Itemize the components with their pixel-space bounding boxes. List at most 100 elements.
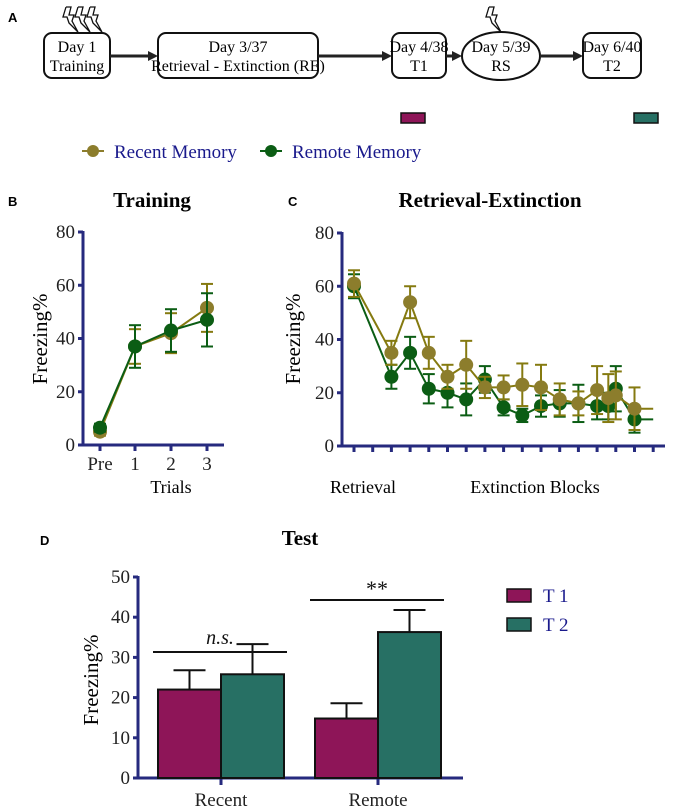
- recent-point: [440, 369, 455, 384]
- bar-t1-recent: [157, 688, 222, 779]
- retrieval-label: Retrieval: [330, 477, 396, 497]
- timeline-step-day: Day 4/38: [389, 39, 448, 56]
- recent-point: [347, 276, 361, 291]
- recent-point: [477, 380, 492, 395]
- test-chart: 0 10 20 30 40 50 Recent Remote n.s. **: [111, 567, 463, 811]
- timeline-step-label: Retrieval - Extinction (RE): [151, 58, 325, 75]
- legend-recent-label: Recent Memory: [114, 142, 237, 163]
- legend-recent-marker: [87, 145, 99, 157]
- timeline-step-day: Day 6/40: [582, 39, 641, 56]
- y-tick-label: 10: [111, 728, 130, 749]
- significance-label: **: [366, 576, 388, 601]
- timeline-step-label: T1: [410, 58, 428, 75]
- timeline-step-day: Day 5/39: [471, 39, 530, 56]
- test-legend: T 1 T 2: [506, 586, 569, 636]
- retrieval-extinction-title: Retrieval-Extinction: [398, 188, 581, 212]
- remote-point: [384, 369, 399, 384]
- legend-t1-label: T 1: [543, 586, 569, 607]
- recent-point: [627, 401, 642, 416]
- recent-point: [384, 345, 399, 360]
- timeline-step-day: Day 3/37: [208, 39, 267, 56]
- x-tick-label: 3: [202, 454, 212, 475]
- training-ylabel: Freezing%: [28, 294, 52, 385]
- remote-point: [459, 392, 474, 407]
- recent-point: [421, 345, 436, 360]
- timeline-arrow-head: [573, 51, 583, 61]
- x-tick-label: 1: [130, 454, 140, 475]
- y-tick-label: 0: [121, 768, 131, 789]
- remote-line: [99, 318, 208, 429]
- panel-label-b: B: [8, 194, 17, 209]
- legend-t2-swatch: [506, 617, 532, 632]
- recent-point: [571, 396, 586, 411]
- y-tick-label: 40: [111, 607, 130, 628]
- bar-t2-remote: [377, 631, 442, 779]
- lightning-shock-icon: [74, 6, 91, 33]
- timeline-arrow-head: [382, 51, 392, 61]
- y-tick-label: 50: [111, 567, 130, 588]
- lightning-shock-icon: [485, 6, 502, 33]
- panel-label-c: C: [288, 194, 298, 209]
- test-title: Test: [282, 526, 319, 550]
- panel-label-a: A: [8, 10, 18, 25]
- x-tick-label: 2: [166, 454, 176, 475]
- y-tick-label: 80: [56, 222, 75, 243]
- y-tick-label: 20: [315, 383, 334, 404]
- remote-point: [515, 408, 530, 423]
- x-tick-label: Pre: [87, 454, 112, 475]
- panel-label-d: D: [40, 533, 49, 548]
- lightning-shock-icon: [86, 6, 103, 33]
- y-tick-label: 0: [325, 436, 335, 457]
- retrieval-extinction-ylabel: Freezing%: [281, 294, 305, 385]
- remote-point: [128, 339, 142, 354]
- y-tick-label: 0: [66, 435, 76, 456]
- y-tick-label: 20: [111, 688, 130, 709]
- recent-line: [99, 307, 208, 433]
- y-tick-label: 80: [315, 223, 334, 244]
- recent-point: [459, 357, 474, 372]
- test-marker-swatch: [400, 112, 426, 124]
- remote-point: [200, 312, 214, 327]
- recent-point: [552, 392, 567, 407]
- legend-remote-marker: [265, 145, 277, 157]
- recent-point: [534, 380, 548, 395]
- test-ylabel: Freezing%: [79, 635, 103, 726]
- recent-point: [515, 377, 530, 392]
- remote-point: [93, 420, 107, 435]
- y-tick-label: 60: [56, 275, 75, 296]
- significance-label: n.s.: [206, 627, 234, 649]
- extinction-blocks-label: Extinction Blocks: [470, 477, 600, 497]
- x-tick-label: Remote: [348, 790, 407, 811]
- y-tick-label: 40: [56, 329, 75, 350]
- y-tick-label: 40: [315, 330, 334, 351]
- legend-t2-label: T 2: [543, 615, 569, 636]
- legend-remote-label: Remote Memory: [292, 142, 422, 163]
- timeline-step-label: T2: [603, 58, 621, 75]
- timeline-arrow-head: [452, 51, 462, 61]
- x-tick-label: Recent: [195, 790, 248, 811]
- y-tick-label: 20: [56, 382, 75, 403]
- test-marker-swatch: [633, 112, 659, 124]
- bar-t2-recent: [220, 673, 285, 779]
- recent-point: [608, 388, 623, 403]
- y-tick-label: 30: [111, 647, 130, 668]
- y-tick-label: 60: [315, 276, 334, 297]
- training-xlabel: Trials: [150, 477, 191, 497]
- bar-t1-remote: [314, 717, 379, 780]
- remote-point: [164, 323, 178, 338]
- remote-point: [496, 400, 511, 415]
- remote-point: [403, 345, 418, 360]
- recent-point: [496, 380, 511, 395]
- retrieval-extinction-chart: 0 20 40 60 80: [315, 223, 665, 457]
- training-title: Training: [113, 188, 191, 212]
- lightning-shock-icon: [62, 6, 79, 33]
- timeline-arrow-head: [148, 51, 158, 61]
- recent-point: [590, 383, 605, 398]
- timeline-step-label: Training: [50, 58, 105, 75]
- memory-legend: Recent Memory Remote Memory: [82, 142, 422, 163]
- timeline-diagram: Day 1 Training Day 3/37 Retrieval - Extinct…: [43, 6, 659, 124]
- remote-point: [421, 381, 436, 396]
- timeline-step-day: Day 1: [58, 39, 97, 56]
- timeline-step-box: [582, 32, 642, 79]
